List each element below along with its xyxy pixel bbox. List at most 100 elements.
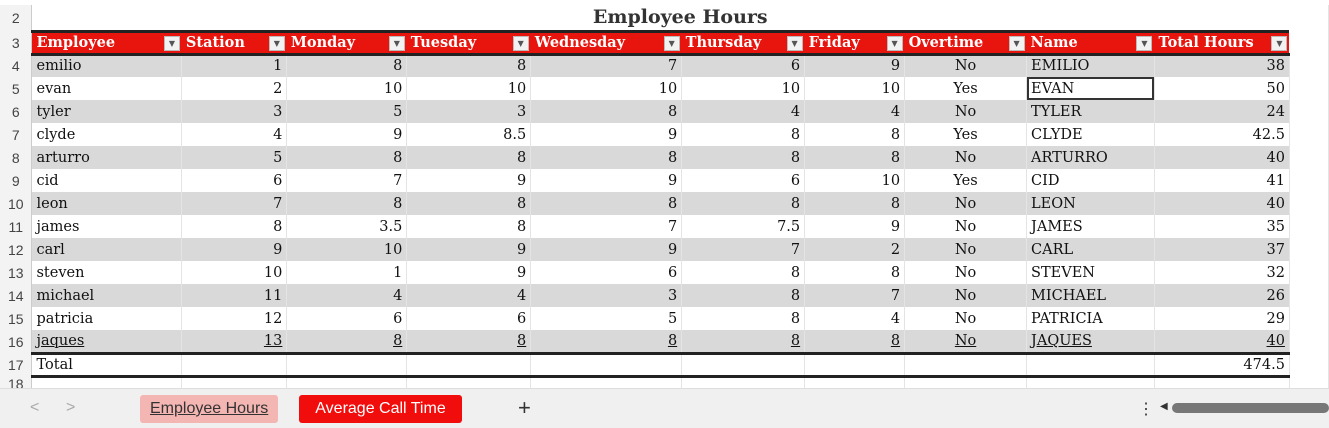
empty-cell[interactable] bbox=[1289, 31, 1329, 54]
cell[interactable]: 8 bbox=[804, 123, 906, 146]
cell[interactable] bbox=[31, 376, 183, 388]
cell[interactable]: 29 bbox=[1154, 307, 1290, 330]
cell[interactable]: 3.5 bbox=[286, 215, 408, 238]
cell[interactable]: 37 bbox=[1154, 238, 1290, 261]
add-sheet-button[interactable]: + bbox=[518, 395, 531, 420]
cell[interactable]: 2 bbox=[804, 238, 906, 261]
cell[interactable]: 8 bbox=[681, 146, 806, 169]
cell[interactable]: No bbox=[904, 192, 1028, 215]
more-options-icon[interactable]: ⋮ bbox=[1138, 401, 1154, 418]
cell[interactable]: james bbox=[31, 215, 183, 238]
cell[interactable]: EVAN bbox=[1026, 77, 1155, 100]
cell[interactable]: No bbox=[904, 330, 1028, 355]
row-header[interactable]: 13 bbox=[0, 261, 33, 284]
filter-dropdown-icon[interactable]: ▼ bbox=[512, 35, 529, 51]
cell[interactable]: 8 bbox=[804, 330, 906, 355]
cell[interactable]: 8 bbox=[530, 100, 683, 123]
cell[interactable]: Yes bbox=[904, 123, 1028, 146]
cell[interactable]: ARTURRO bbox=[1026, 146, 1155, 169]
tab-employee-hours[interactable]: Employee Hours bbox=[140, 395, 279, 423]
cell[interactable]: 6 bbox=[181, 169, 288, 192]
spreadsheet-grid[interactable]: 2 Employee Hours 3 Employee ▼ Station ▼ Monday ▼… bbox=[0, 0, 1329, 388]
cell[interactable]: 8 bbox=[406, 146, 532, 169]
cell[interactable]: 8 bbox=[181, 215, 288, 238]
cell[interactable]: 10 bbox=[804, 169, 906, 192]
cell[interactable]: 8 bbox=[530, 192, 683, 215]
filter-dropdown-icon[interactable]: ▼ bbox=[268, 35, 285, 51]
cell[interactable] bbox=[1289, 376, 1329, 388]
cell[interactable] bbox=[286, 353, 408, 378]
cell[interactable]: 9 bbox=[286, 123, 408, 146]
cell[interactable]: 8 bbox=[406, 54, 532, 77]
row-header[interactable]: 9 bbox=[0, 169, 33, 192]
cell[interactable]: 8 bbox=[681, 192, 806, 215]
cell[interactable]: arturro bbox=[31, 146, 183, 169]
filter-dropdown-icon[interactable]: ▼ bbox=[1008, 35, 1025, 51]
cell[interactable]: steven bbox=[31, 261, 183, 284]
cell[interactable]: 4 bbox=[681, 100, 806, 123]
cell[interactable]: carl bbox=[31, 238, 183, 261]
cell[interactable]: 3 bbox=[530, 284, 683, 307]
cell[interactable]: 12 bbox=[181, 307, 288, 330]
cell[interactable]: 6 bbox=[530, 261, 683, 284]
empty-cell[interactable] bbox=[1289, 123, 1329, 146]
cell[interactable] bbox=[681, 376, 806, 388]
filter-dropdown-icon[interactable]: ▼ bbox=[388, 35, 405, 51]
row-header[interactable]: 14 bbox=[0, 284, 33, 307]
cell[interactable]: 1 bbox=[286, 261, 408, 284]
cell[interactable]: 1 bbox=[181, 54, 288, 77]
cell[interactable]: CLYDE bbox=[1026, 123, 1155, 146]
cell[interactable]: 3 bbox=[406, 100, 532, 123]
cell[interactable]: CARL bbox=[1026, 238, 1155, 261]
cell[interactable]: 40 bbox=[1154, 146, 1290, 169]
row-header[interactable]: 6 bbox=[0, 100, 33, 123]
cell[interactable]: 10 bbox=[406, 77, 532, 100]
cell[interactable]: 8 bbox=[286, 330, 408, 355]
cell[interactable]: EMILIO bbox=[1026, 54, 1155, 77]
empty-cell[interactable] bbox=[1289, 54, 1329, 77]
cell[interactable]: 5 bbox=[286, 100, 408, 123]
cell[interactable]: emilio bbox=[31, 54, 183, 77]
cell[interactable]: 7.5 bbox=[681, 215, 806, 238]
cell[interactable]: 8 bbox=[286, 192, 408, 215]
cell[interactable]: CID bbox=[1026, 169, 1155, 192]
cell[interactable]: 10 bbox=[530, 77, 683, 100]
cell[interactable]: 5 bbox=[181, 146, 288, 169]
cell[interactable]: 7 bbox=[530, 215, 683, 238]
cell[interactable] bbox=[406, 376, 532, 388]
cell[interactable]: 8 bbox=[406, 192, 532, 215]
row-header[interactable]: 2 bbox=[0, 5, 33, 31]
cell[interactable] bbox=[804, 376, 906, 388]
cell[interactable] bbox=[286, 376, 408, 388]
empty-cell[interactable] bbox=[1289, 353, 1329, 376]
cell[interactable] bbox=[1026, 376, 1155, 388]
empty-cell[interactable] bbox=[1289, 307, 1329, 330]
row-header[interactable]: 12 bbox=[0, 238, 33, 261]
cell[interactable]: 8.5 bbox=[406, 123, 532, 146]
cell[interactable]: 40 bbox=[1154, 192, 1290, 215]
cell[interactable]: 41 bbox=[1154, 169, 1290, 192]
cell[interactable]: 9 bbox=[804, 215, 906, 238]
filter-dropdown-icon[interactable]: ▼ bbox=[886, 35, 903, 51]
cell[interactable]: 6 bbox=[286, 307, 408, 330]
cell[interactable]: Yes bbox=[904, 169, 1028, 192]
row-header[interactable]: 16 bbox=[0, 330, 33, 353]
cell[interactable]: tyler bbox=[31, 100, 183, 123]
cell[interactable]: 4 bbox=[286, 284, 408, 307]
cell[interactable]: 8 bbox=[681, 123, 806, 146]
cell[interactable]: 42.5 bbox=[1154, 123, 1290, 146]
cell[interactable]: 11 bbox=[181, 284, 288, 307]
filter-dropdown-icon[interactable]: ▼ bbox=[163, 35, 180, 51]
cell[interactable]: cid bbox=[31, 169, 183, 192]
cell[interactable]: 8 bbox=[804, 146, 906, 169]
cell[interactable]: 3 bbox=[181, 100, 288, 123]
cell[interactable]: 24 bbox=[1154, 100, 1290, 123]
row-header[interactable]: 3 bbox=[0, 31, 33, 54]
cell[interactable]: 9 bbox=[804, 54, 906, 77]
cell[interactable] bbox=[1026, 353, 1155, 378]
cell[interactable]: 10 bbox=[681, 77, 806, 100]
cell[interactable]: 40 bbox=[1154, 330, 1290, 355]
cell[interactable] bbox=[181, 376, 288, 388]
empty-cell[interactable] bbox=[1289, 238, 1329, 261]
cell[interactable]: patricia bbox=[31, 307, 183, 330]
